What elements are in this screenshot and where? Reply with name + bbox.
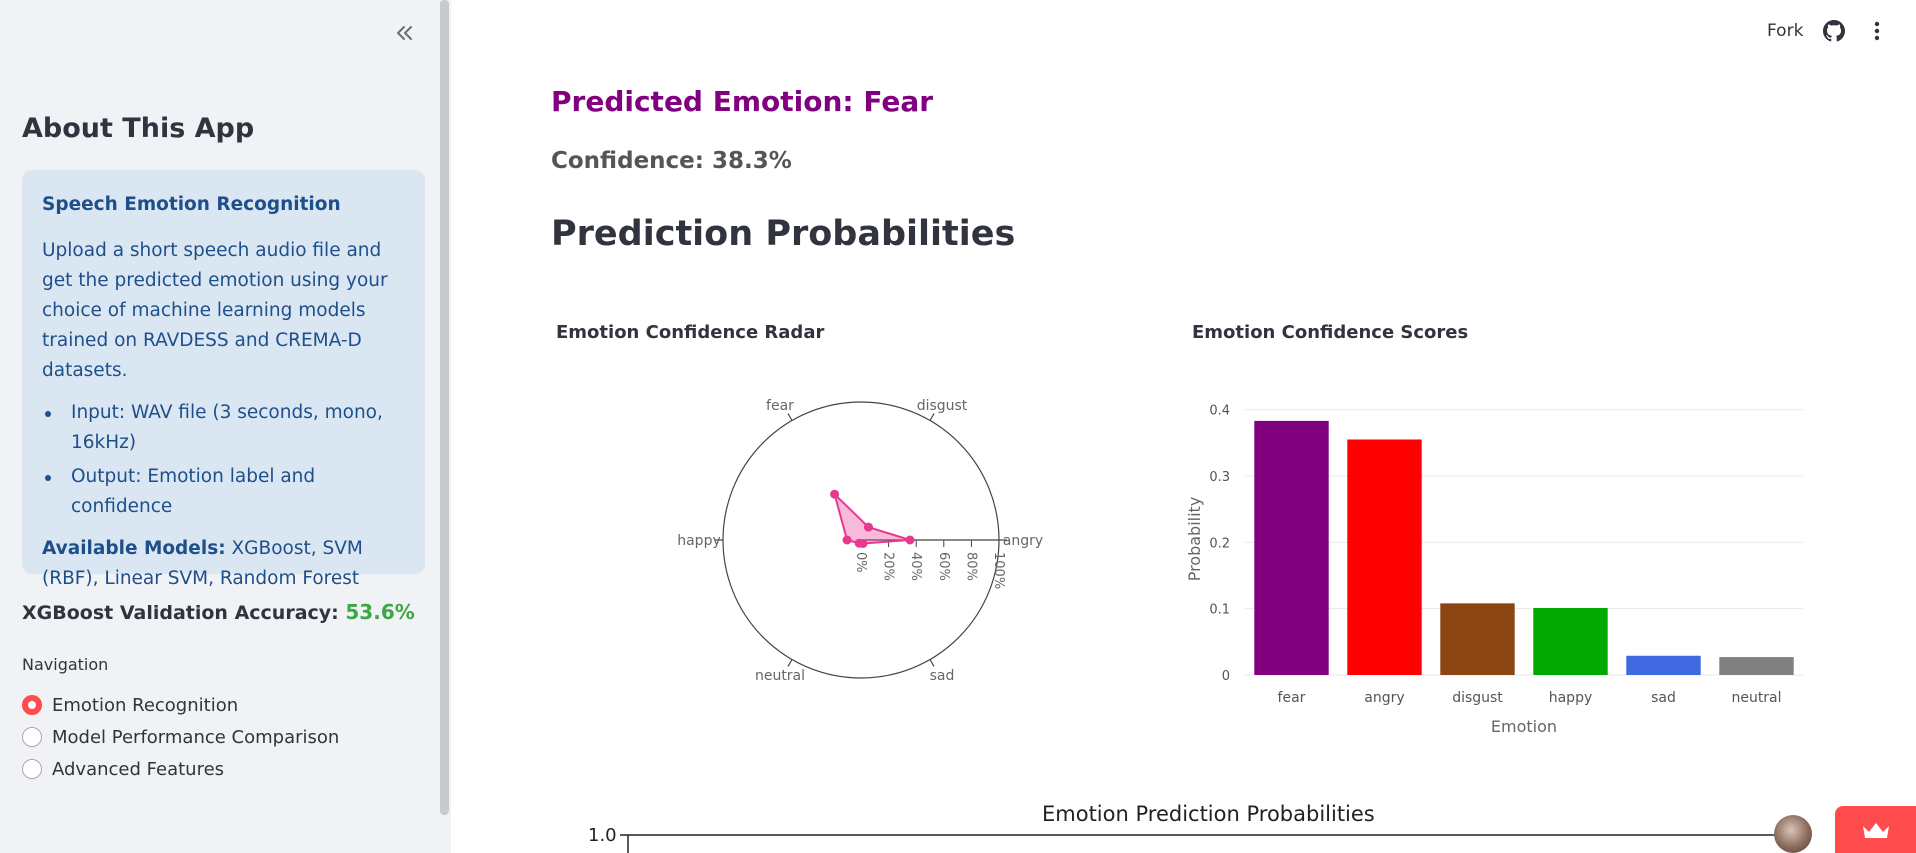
bottom-chart-ytick: 1.0 [588,825,617,846]
bar-y-tick-label: 0.4 [1209,404,1230,419]
radar-axis-label: fear [766,398,794,414]
bar-happy[interactable] [1533,607,1608,675]
bar-x-tick-label: sad [1651,690,1676,706]
radio-unselected[interactable] [22,759,42,779]
avatar[interactable] [1774,815,1812,853]
fork-button[interactable]: Fork [1767,21,1804,41]
radar-point[interactable] [842,535,852,545]
github-icon[interactable] [1823,20,1845,46]
bar-x-axis-label: Emotion [1491,717,1557,736]
radar-point[interactable] [905,535,915,545]
radar-radial-tick-label: 20% [881,552,896,581]
info-box: Speech Emotion Recognition Upload a shor… [22,170,425,589]
navigation-label: Navigation [22,655,109,674]
radar-axis-label: disgust [917,398,968,414]
info-box-bullets: Input: WAV file (3 seconds, mono, 16kHz)… [42,398,405,522]
radar-radial-tick-label: 0% [853,552,868,573]
radar-axis-tick [929,659,935,667]
radar-point[interactable] [863,522,873,532]
radar-point[interactable] [858,538,868,548]
radar-point[interactable] [830,489,840,499]
bottom-chart-axes [620,834,1780,853]
available-models-label: Available Models: [42,538,226,559]
radar-axis-tick [787,659,793,667]
bar-disgust[interactable] [1440,603,1515,675]
predicted-emotion: Predicted Emotion: Fear [551,85,934,118]
nav-item-label: Emotion Recognition [52,694,239,716]
bar-x-tick-label: angry [1364,690,1404,706]
bar-y-tick-label: 0.3 [1209,470,1230,485]
radar-chart-title: Emotion Confidence Radar [556,322,825,343]
radio-unselected[interactable] [22,727,42,747]
bar-x-tick-label: happy [1549,690,1593,706]
accuracy-label: XGBoost Validation Accuracy: [22,602,339,624]
nav-model-performance-comparison[interactable]: Model Performance Comparison [22,721,339,753]
available-models-value: XGBoost, SVM (RBF), Linear SVM, Random F… [42,538,363,589]
radar-radial-tick-label: 100% [991,552,1006,589]
probabilities-heading: Prediction Probabilities [551,214,1016,254]
nav-item-label: Advanced Features [52,758,225,780]
nav-emotion-recognition[interactable]: Emotion Recognition [22,689,339,721]
available-models: Available Models: XGBoost, SVM (RBF), Li… [42,534,405,594]
bar-chart-title: Emotion Confidence Scores [1192,322,1469,343]
bar-fear[interactable] [1254,420,1329,675]
radar-chart: angry disgust fear happy neutral sad 0% 20% 40% 6… [677,398,1043,684]
info-box-title: Speech Emotion Recognition [42,194,341,215]
about-title: About This App [22,113,255,144]
radar-axis-label: happy [677,533,721,549]
nav-item-label: Model Performance Comparison [52,726,340,748]
bottom-chart-title: Emotion Prediction Probabilities [1042,802,1375,826]
streamlit-crown-icon[interactable] [1835,806,1916,853]
radar-radial-tick-label: 40% [908,552,923,581]
bar-y-tick-label: 0.2 [1209,536,1230,551]
radar-axis-label: sad [930,668,955,684]
bar-neutral[interactable] [1719,657,1794,675]
info-box-description: Upload a short speech audio file and get… [42,240,388,381]
sidebar: About This App Speech Emotion Recognitio… [0,0,451,853]
bar-y-tick-label: 0 [1222,669,1230,684]
sidebar-scrollbar[interactable] [440,0,449,815]
nav-advanced-features[interactable]: Advanced Features [22,753,339,785]
info-bullet-input: Input: WAV file (3 seconds, mono, 16kHz) [42,398,405,458]
radar-radial-tick-label: 60% [936,552,951,581]
collapse-sidebar-icon[interactable] [390,18,420,48]
radar-axis-label: angry [1003,533,1043,549]
bar-chart: 0 0.1 0.2 0.3 0.4 fear angry disgust happy sad neu… [1185,404,1803,736]
info-bullet-output: Output: Emotion label and confidence [42,462,405,522]
radio-selected[interactable] [22,695,42,715]
more-vertical-icon[interactable] [1867,20,1887,46]
confidence-text: Confidence: 38.3% [551,148,792,174]
bar-x-tick-label: fear [1278,690,1306,706]
validation-accuracy: XGBoost Validation Accuracy: 53.6% [22,600,415,624]
bar-y-axis-label: Probability [1185,497,1204,582]
navigation-radio-group: Emotion Recognition Model Performance Co… [22,689,339,785]
radar-axis-label: neutral [755,668,805,684]
bar-x-tick-label: disgust [1452,690,1503,706]
accuracy-value: 53.6% [345,600,415,624]
bar-x-tick-label: neutral [1731,690,1781,706]
radar-axis-tick [929,413,935,421]
bar-y-tick-label: 0.1 [1209,603,1230,618]
radar-radial-tick-label: 80% [963,552,978,581]
radar-axis-tick [787,413,793,421]
bar-angry[interactable] [1347,439,1422,675]
bar-sad[interactable] [1626,655,1701,675]
